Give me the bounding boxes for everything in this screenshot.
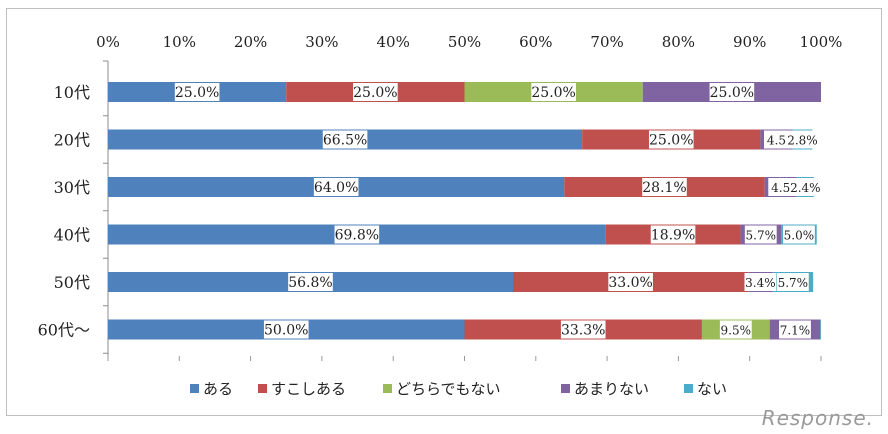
data-label-bg [744, 225, 777, 244]
data-label: 66.5% [323, 133, 367, 149]
legend-swatch [383, 384, 392, 393]
x-tick-label: 80% [662, 33, 695, 51]
watermark-logo: Response. [761, 406, 874, 430]
data-label: 25.0% [649, 133, 693, 149]
data-label-bg [313, 178, 359, 196]
data-label: 28.1% [642, 180, 686, 196]
data-label: 7.1% [780, 324, 811, 338]
legend-swatch [561, 384, 570, 393]
data-label-bg [322, 130, 368, 149]
data-label: 25.0% [531, 85, 575, 101]
data-label: 4.5 [767, 134, 786, 148]
data-label: 5.7% [746, 229, 777, 243]
data-label-bg [782, 225, 815, 244]
legend-label: ある [203, 380, 233, 398]
stacked-bar-chart: 0% 10% 20% 30% 40% 50% 60% 70% 80% 90% 100% 10代 20代 3… [38, 33, 843, 398]
x-tick-label: 30% [305, 33, 338, 51]
bars-layer [108, 82, 821, 340]
x-tick-label: 100% [800, 33, 843, 51]
data-label-bg [288, 273, 333, 291]
x-tick-label: 10% [163, 33, 196, 51]
bar-segment [820, 319, 821, 340]
data-label: 9.5% [721, 324, 752, 338]
data-label: 56.8% [288, 275, 332, 291]
x-tick-label: 70% [590, 33, 623, 51]
data-label: 5.7% [778, 276, 809, 290]
x-tick-label: 40% [377, 33, 410, 51]
data-label-bg [763, 130, 789, 149]
x-tick-label: 60% [519, 33, 552, 51]
data-label: 69.8% [335, 228, 379, 244]
data-labels-layer: 25.0% 25.0% 25.0% 25.0%66.5% 25.0% 4.5 2.8%64.… [174, 83, 822, 339]
data-label: 25.0% [710, 85, 754, 101]
data-label: 33.0% [608, 275, 652, 291]
axis-layer: 0% 10% 20% 30% 40% 50% 60% 70% 80% 90% 100% 10代 20代 3… [38, 33, 843, 361]
data-label-bg [719, 320, 752, 339]
data-label-bg [789, 178, 822, 196]
legend-label: どちらでもない [396, 380, 501, 398]
data-label-bg [263, 320, 309, 339]
data-label-bg [744, 273, 777, 291]
x-tick-label: 50% [448, 33, 481, 51]
data-label: 5.0% [784, 229, 815, 243]
x-tick-label: 0% [96, 33, 120, 51]
data-label: 2.8% [787, 134, 818, 148]
data-label: 2.4% [790, 181, 821, 195]
legend-label: あまりない [574, 380, 649, 398]
legend-label: すこしある [271, 380, 346, 398]
data-label-bg [353, 83, 398, 101]
data-label: 50.0% [264, 323, 308, 339]
data-label: 25.0% [175, 85, 219, 101]
legend: ある すこしある どちらでもない あまりない ない [190, 380, 727, 398]
data-label: 3.4% [745, 276, 776, 290]
chart-frame: 0% 10% 20% 30% 40% 50% 60% 70% 80% 90% 100% 10代 20代 3… [6, 8, 882, 416]
category-label: 60代～ [38, 321, 90, 340]
data-label-bg [174, 83, 220, 101]
category-label: 40代 [54, 226, 90, 245]
data-label-bg [642, 178, 687, 196]
data-label-bg [648, 130, 694, 149]
data-label-bg [786, 130, 819, 149]
data-label-bg [531, 83, 576, 101]
data-label-bg [779, 320, 811, 339]
x-tick-label: 90% [733, 33, 766, 51]
data-label: 25.0% [353, 85, 397, 101]
data-label: 64.0% [314, 180, 358, 196]
data-label-bg [650, 225, 696, 244]
data-label-bg [560, 320, 606, 339]
category-label: 20代 [54, 131, 90, 150]
category-label: 30代 [54, 178, 90, 197]
category-label: 50代 [54, 273, 90, 292]
legend-swatch [190, 384, 199, 393]
legend-swatch [684, 384, 693, 393]
x-tick-label: 20% [234, 33, 267, 51]
legend-label: ない [697, 380, 727, 398]
data-label-bg [776, 273, 809, 291]
legend-swatch [258, 384, 267, 393]
data-label-bg [709, 83, 755, 101]
data-label: 4.5 [771, 181, 790, 195]
data-label-bg [768, 178, 794, 196]
data-label: 18.9% [651, 228, 695, 244]
data-label-bg [334, 225, 380, 244]
data-label: 33.3% [561, 323, 605, 339]
category-label: 10代 [54, 83, 90, 102]
data-label-bg [608, 273, 653, 291]
